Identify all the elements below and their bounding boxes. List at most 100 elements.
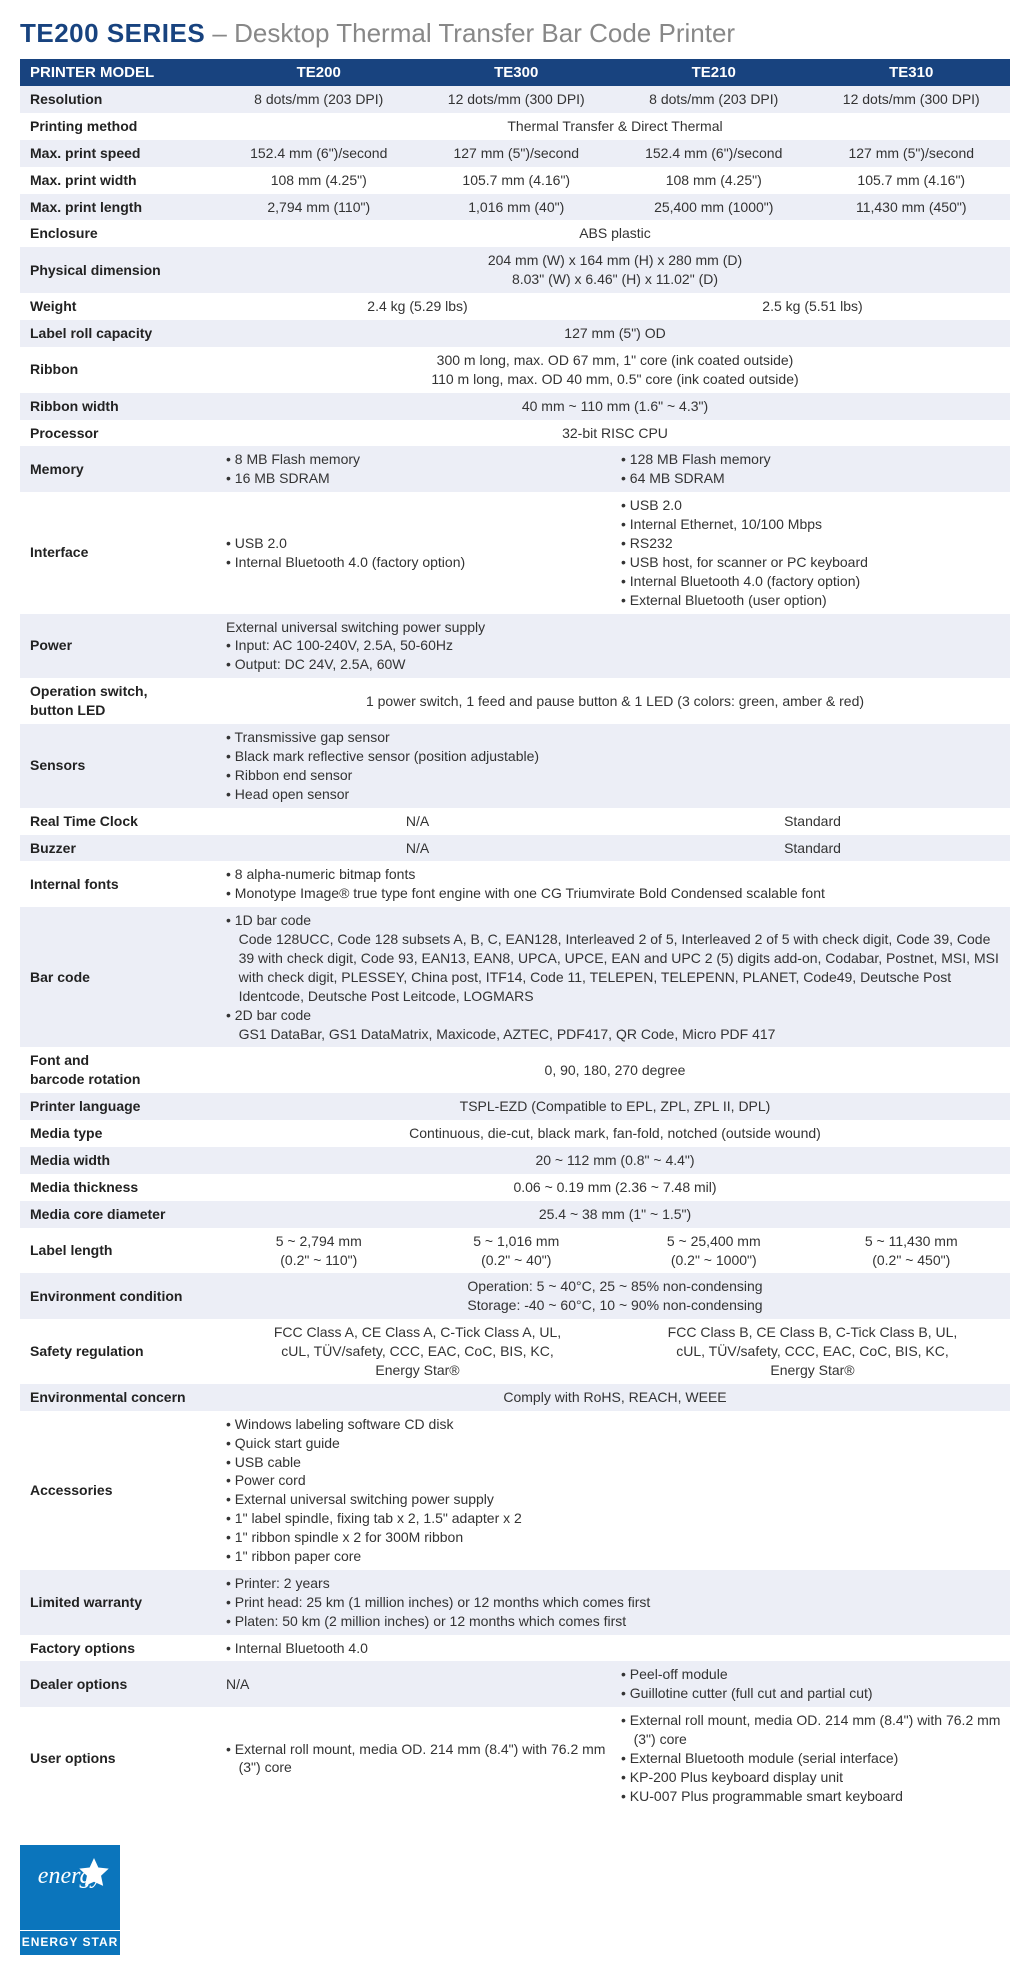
row-value: 12 dots/mm (300 DPI) (418, 86, 616, 113)
row-value: Internal Bluetooth 4.0 (220, 1635, 1010, 1662)
row-value: 300 m long, max. OD 67 mm, 1" core (ink … (220, 347, 1010, 393)
table-row: Media width20 ~ 112 mm (0.8" ~ 4.4") (20, 1147, 1010, 1174)
row-label: Label length (20, 1228, 220, 1274)
row-value: 127 mm (5")/second (813, 140, 1011, 167)
row-label: Safety regulation (20, 1319, 220, 1384)
row-value: 25,400 mm (1000") (615, 194, 813, 221)
row-value: 127 mm (5") OD (220, 320, 1010, 347)
row-value: 2,794 mm (110") (220, 194, 418, 221)
row-value: External universal switching power suppl… (220, 614, 1010, 679)
table-row: Label roll capacity127 mm (5") OD (20, 320, 1010, 347)
row-value: 127 mm (5")/second (418, 140, 616, 167)
table-row: AccessoriesWindows labeling software CD … (20, 1411, 1010, 1570)
table-row: Bar code1D bar codeCode 128UCC, Code 128… (20, 907, 1010, 1047)
table-row: PowerExternal universal switching power … (20, 614, 1010, 679)
row-value: Operation: 5 ~ 40°C, 25 ~ 85% non-conden… (220, 1273, 1010, 1319)
model-col-2: TE210 (615, 59, 813, 86)
row-value: 20 ~ 112 mm (0.8" ~ 4.4") (220, 1147, 1010, 1174)
table-row: Real Time ClockN/AStandard (20, 808, 1010, 835)
row-value: 152.4 mm (6")/second (220, 140, 418, 167)
table-row: Media core diameter25.4 ~ 38 mm (1" ~ 1.… (20, 1201, 1010, 1228)
row-value: 8 MB Flash memory16 MB SDRAM (220, 446, 615, 492)
row-label: Resolution (20, 86, 220, 113)
row-value: 5 ~ 25,400 mm(0.2" ~ 1000") (615, 1228, 813, 1274)
model-header-row: PRINTER MODEL TE200 TE300 TE210 TE310 (20, 59, 1010, 86)
row-value: External roll mount, media OD. 214 mm (8… (615, 1707, 1010, 1809)
row-label: Limited warranty (20, 1570, 220, 1635)
table-row: Ribbon300 m long, max. OD 67 mm, 1" core… (20, 347, 1010, 393)
table-row: Internal fonts8 alpha-numeric bitmap fon… (20, 861, 1010, 907)
page-title: TE200 SERIES – Desktop Thermal Transfer … (20, 18, 1010, 49)
row-label: Weight (20, 293, 220, 320)
row-label: Sensors (20, 724, 220, 808)
title-main: TE200 SERIES (20, 18, 205, 48)
row-value: 8 dots/mm (203 DPI) (615, 86, 813, 113)
table-row: Printing methodThermal Transfer & Direct… (20, 113, 1010, 140)
row-label: Processor (20, 420, 220, 447)
table-row: Environmental concernComply with RoHS, R… (20, 1384, 1010, 1411)
table-row: Physical dimension204 mm (W) x 164 mm (H… (20, 247, 1010, 293)
table-row: EnclosureABS plastic (20, 220, 1010, 247)
row-label: Accessories (20, 1411, 220, 1570)
row-value: Peel-off moduleGuillotine cutter (full c… (615, 1661, 1010, 1707)
table-row: Font andbarcode rotation0, 90, 180, 270 … (20, 1047, 1010, 1093)
row-label: Media core diameter (20, 1201, 220, 1228)
row-label: Enclosure (20, 220, 220, 247)
row-value: N/A (220, 808, 615, 835)
row-value: Printer: 2 yearsPrint head: 25 km (1 mil… (220, 1570, 1010, 1635)
row-label: Power (20, 614, 220, 679)
row-label: Media thickness (20, 1174, 220, 1201)
table-row: Resolution 8 dots/mm (203 DPI)12 dots/mm … (20, 86, 1010, 113)
table-row: InterfaceUSB 2.0Internal Bluetooth 4.0 (… (20, 492, 1010, 613)
table-row: Operation switch,button LED1 power switc… (20, 678, 1010, 724)
spec-table: PRINTER MODEL TE200 TE300 TE210 TE310 Re… (20, 59, 1010, 1810)
table-row: Factory optionsInternal Bluetooth 4.0 (20, 1635, 1010, 1662)
row-value: 152.4 mm (6")/second (615, 140, 813, 167)
row-label: Printer language (20, 1093, 220, 1120)
row-value: 8 alpha-numeric bitmap fontsMonotype Ima… (220, 861, 1010, 907)
energy-star-logo: energy ENERGY STAR (20, 1845, 120, 1955)
star-icon (76, 1855, 112, 1891)
row-value: 11,430 mm (450") (813, 194, 1011, 221)
row-value: FCC Class A, CE Class A, C-Tick Class A,… (220, 1319, 615, 1384)
table-row: User optionsExternal roll mount, media O… (20, 1707, 1010, 1809)
row-value: N/A (220, 835, 615, 862)
row-value: External roll mount, media OD. 214 mm (8… (220, 1707, 615, 1809)
row-label: Dealer options (20, 1661, 220, 1707)
row-label: Printing method (20, 113, 220, 140)
table-row: Label length5 ~ 2,794 mm(0.2" ~ 110")5 ~… (20, 1228, 1010, 1274)
row-value: 12 dots/mm (300 DPI) (813, 86, 1011, 113)
row-value: 1 power switch, 1 feed and pause button … (220, 678, 1010, 724)
row-value: 2.4 kg (5.29 lbs) (220, 293, 615, 320)
table-row: SensorsTransmissive gap sensorBlack mark… (20, 724, 1010, 808)
energy-star-label: ENERGY STAR (20, 1930, 120, 1949)
row-value: Windows labeling software CD diskQuick s… (220, 1411, 1010, 1570)
row-label: Physical dimension (20, 247, 220, 293)
row-value: 32-bit RISC CPU (220, 420, 1010, 447)
table-row: Dealer optionsN/APeel-off moduleGuilloti… (20, 1661, 1010, 1707)
table-row: Printer languageTSPL-EZD (Compatible to … (20, 1093, 1010, 1120)
row-value: Thermal Transfer & Direct Thermal (220, 113, 1010, 140)
row-label: Environment condition (20, 1273, 220, 1319)
row-value: 108 mm (4.25") (220, 167, 418, 194)
row-value: 204 mm (W) x 164 mm (H) x 280 mm (D)8.03… (220, 247, 1010, 293)
row-value: Standard (615, 808, 1010, 835)
row-value: 105.7 mm (4.16") (813, 167, 1011, 194)
table-row: Processor32-bit RISC CPU (20, 420, 1010, 447)
row-label: Max. print speed (20, 140, 220, 167)
row-label: Factory options (20, 1635, 220, 1662)
row-value: USB 2.0Internal Ethernet, 10/100 MbpsRS2… (615, 492, 1010, 613)
row-value: Comply with RoHS, REACH, WEEE (220, 1384, 1010, 1411)
table-row: Environment conditionOperation: 5 ~ 40°C… (20, 1273, 1010, 1319)
row-value: FCC Class B, CE Class B, C-Tick Class B,… (615, 1319, 1010, 1384)
row-value: 2.5 kg (5.51 lbs) (615, 293, 1010, 320)
row-label: Internal fonts (20, 861, 220, 907)
table-row: Media typeContinuous, die-cut, black mar… (20, 1120, 1010, 1147)
row-value: 105.7 mm (4.16") (418, 167, 616, 194)
row-label: Environmental concern (20, 1384, 220, 1411)
row-value: N/A (220, 1661, 615, 1707)
table-row: Limited warrantyPrinter: 2 yearsPrint he… (20, 1570, 1010, 1635)
row-label: Memory (20, 446, 220, 492)
row-value: 0.06 ~ 0.19 mm (2.36 ~ 7.48 mil) (220, 1174, 1010, 1201)
row-label: Buzzer (20, 835, 220, 862)
